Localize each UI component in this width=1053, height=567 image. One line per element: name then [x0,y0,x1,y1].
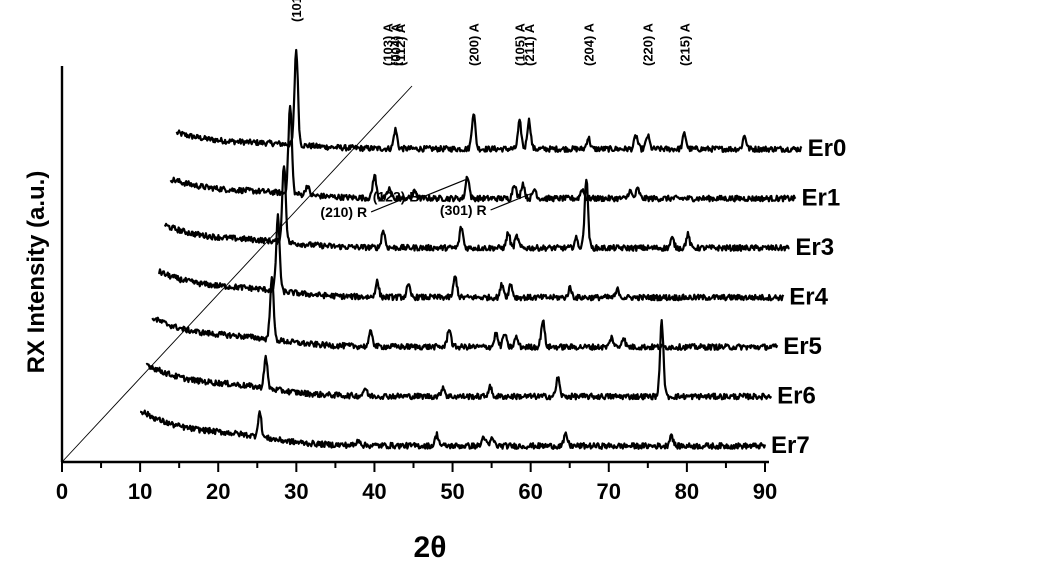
annotation-pointer [490,192,533,211]
xrd-trace-er7 [139,409,767,450]
peak-label: (204) A [581,23,596,66]
x-tick-label: 0 [56,479,68,504]
x-axis-label: 2θ [414,531,447,564]
x-tick-label: 70 [597,479,621,504]
xrd-trace-er4 [158,213,785,302]
series-label-er5: Er5 [783,333,822,360]
y-axis-label: RX Intensity (a.u.) [23,171,50,374]
x-tick-label: 50 [440,479,464,504]
x-tick-label: 10 [128,479,152,504]
peak-label: (220) A [641,23,656,66]
series-label-er4: Er4 [789,284,828,311]
peak-label: (210) R [320,204,367,220]
x-tick-label: 30 [284,479,308,504]
axes: 0 10 20 30 40 50 60 70 80 90 [56,66,777,504]
annotation-pointer [370,194,414,213]
traces: Er0 Er1 Er3 Er4 Er5 Er6 Er7 [139,48,847,459]
x-tick-label: 40 [362,479,386,504]
peak-label: (112) A [393,23,408,66]
x-tick-label: 60 [518,479,542,504]
xrd-trace-er5 [151,276,779,351]
x-tick-label: 90 [753,479,777,504]
peak-label: (211) A [522,23,537,66]
peak-label: (101) A [289,0,304,22]
xrd-trace-er0 [175,48,803,153]
peak-label: (215) A [677,23,692,66]
xrd-trace-er3 [163,165,790,252]
peak-label: (200) A [467,23,482,66]
annotations: (101) A (103) A(004) A(112) A (200) A (105)… [289,0,692,220]
series-label-er0: Er0 [808,135,847,162]
series-label-er3: Er3 [795,234,834,261]
series-label-er1: Er1 [802,185,841,212]
peak-label: (123) B [373,189,420,205]
peak-label: (105) A [513,23,528,66]
x-tick-label: 20 [206,479,230,504]
x-tick-label: 80 [675,479,699,504]
annotation-pointer [423,179,466,198]
series-label-er6: Er6 [777,383,816,410]
peak-label: (103) A [381,23,396,66]
series-label-er7: Er7 [771,432,810,459]
xrd-trace-er1 [169,104,797,203]
peak-label: (004) A [388,23,403,66]
peak-label: (301) R [440,202,487,218]
xrd-trace-er6 [145,319,773,401]
